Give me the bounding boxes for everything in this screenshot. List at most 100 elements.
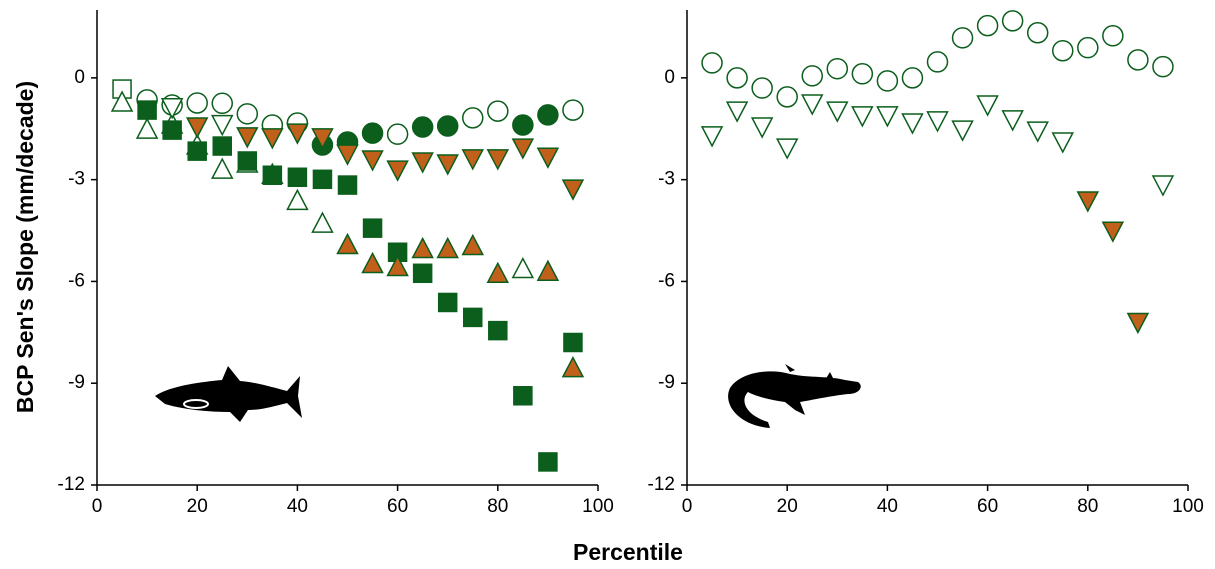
point xyxy=(876,106,899,128)
point xyxy=(1026,21,1049,44)
point xyxy=(801,65,823,87)
point xyxy=(211,114,234,137)
point xyxy=(1051,132,1074,154)
point xyxy=(137,100,157,120)
point xyxy=(901,67,924,89)
point xyxy=(751,77,773,99)
point xyxy=(851,63,874,85)
point xyxy=(726,67,748,89)
point xyxy=(926,111,949,133)
point xyxy=(436,236,459,259)
point xyxy=(976,14,999,37)
x-tick-label: 60 xyxy=(977,496,998,517)
x-tick-label: 80 xyxy=(487,496,508,517)
point xyxy=(511,256,535,279)
point xyxy=(487,100,509,122)
point xyxy=(1077,36,1099,59)
salamander-silhouette xyxy=(728,364,861,428)
point xyxy=(236,127,259,149)
point xyxy=(412,263,433,284)
point xyxy=(337,175,358,195)
x-tick-label: 20 xyxy=(777,496,798,517)
point xyxy=(901,113,924,135)
point xyxy=(801,94,824,116)
point xyxy=(336,232,359,255)
point xyxy=(287,167,308,188)
point xyxy=(776,86,798,108)
point xyxy=(185,117,209,139)
point xyxy=(286,123,309,145)
y-tick-label: -9 xyxy=(658,372,675,393)
point xyxy=(361,122,384,144)
point xyxy=(976,95,999,117)
point xyxy=(951,27,974,49)
point xyxy=(826,101,849,123)
point xyxy=(212,136,232,156)
point xyxy=(1076,191,1100,213)
point xyxy=(437,292,458,313)
point xyxy=(311,211,334,233)
point xyxy=(951,120,974,142)
y-tick-label: 0 xyxy=(664,67,675,88)
point xyxy=(361,251,384,274)
point xyxy=(1151,175,1175,197)
point xyxy=(775,138,799,160)
point xyxy=(211,157,234,179)
point xyxy=(436,154,459,176)
point xyxy=(561,179,585,201)
point xyxy=(876,70,899,92)
point xyxy=(700,126,724,148)
point xyxy=(1001,10,1024,32)
point xyxy=(538,452,558,472)
x-tick-label: 80 xyxy=(1077,496,1098,517)
y-axis-label: BCP Sen's Slope (mm/decade) xyxy=(12,81,38,413)
point xyxy=(488,320,508,341)
point xyxy=(486,149,510,171)
x-tick-label: 100 xyxy=(1172,496,1204,517)
point xyxy=(436,115,459,137)
point xyxy=(211,92,233,115)
point xyxy=(1052,39,1074,62)
point xyxy=(536,259,560,282)
point xyxy=(237,151,258,171)
point xyxy=(463,307,483,328)
point xyxy=(537,104,559,126)
y-tick-label: -6 xyxy=(658,270,675,291)
x-tick-label: 20 xyxy=(187,496,208,517)
point xyxy=(701,52,723,74)
point xyxy=(411,236,434,259)
point xyxy=(826,57,849,80)
point xyxy=(462,107,484,129)
point xyxy=(1152,55,1174,78)
x-axis-label: Percentile xyxy=(573,539,683,565)
point xyxy=(187,141,207,161)
point xyxy=(311,128,334,150)
point xyxy=(561,356,585,378)
point xyxy=(386,254,409,277)
point xyxy=(160,97,184,120)
fish-mark xyxy=(183,399,209,409)
point xyxy=(461,233,484,256)
point xyxy=(261,128,284,150)
point xyxy=(536,147,560,169)
point xyxy=(362,218,383,238)
point xyxy=(386,160,409,182)
point xyxy=(186,92,208,114)
x-tick-label: 40 xyxy=(877,496,898,517)
point xyxy=(1127,49,1149,71)
x-tick-label: 0 xyxy=(92,496,103,517)
point xyxy=(262,165,283,185)
y-tick-label: 0 xyxy=(74,67,85,88)
point xyxy=(725,101,749,123)
point xyxy=(926,51,949,73)
point xyxy=(513,386,533,406)
point xyxy=(851,106,874,128)
y-tick-label: -12 xyxy=(58,474,85,495)
x-tick-label: 100 xyxy=(582,496,614,517)
point xyxy=(511,138,535,160)
point xyxy=(1001,110,1024,132)
x-tick-label: 0 xyxy=(682,496,693,517)
point xyxy=(486,261,510,284)
point xyxy=(461,149,484,171)
point xyxy=(1026,121,1049,143)
